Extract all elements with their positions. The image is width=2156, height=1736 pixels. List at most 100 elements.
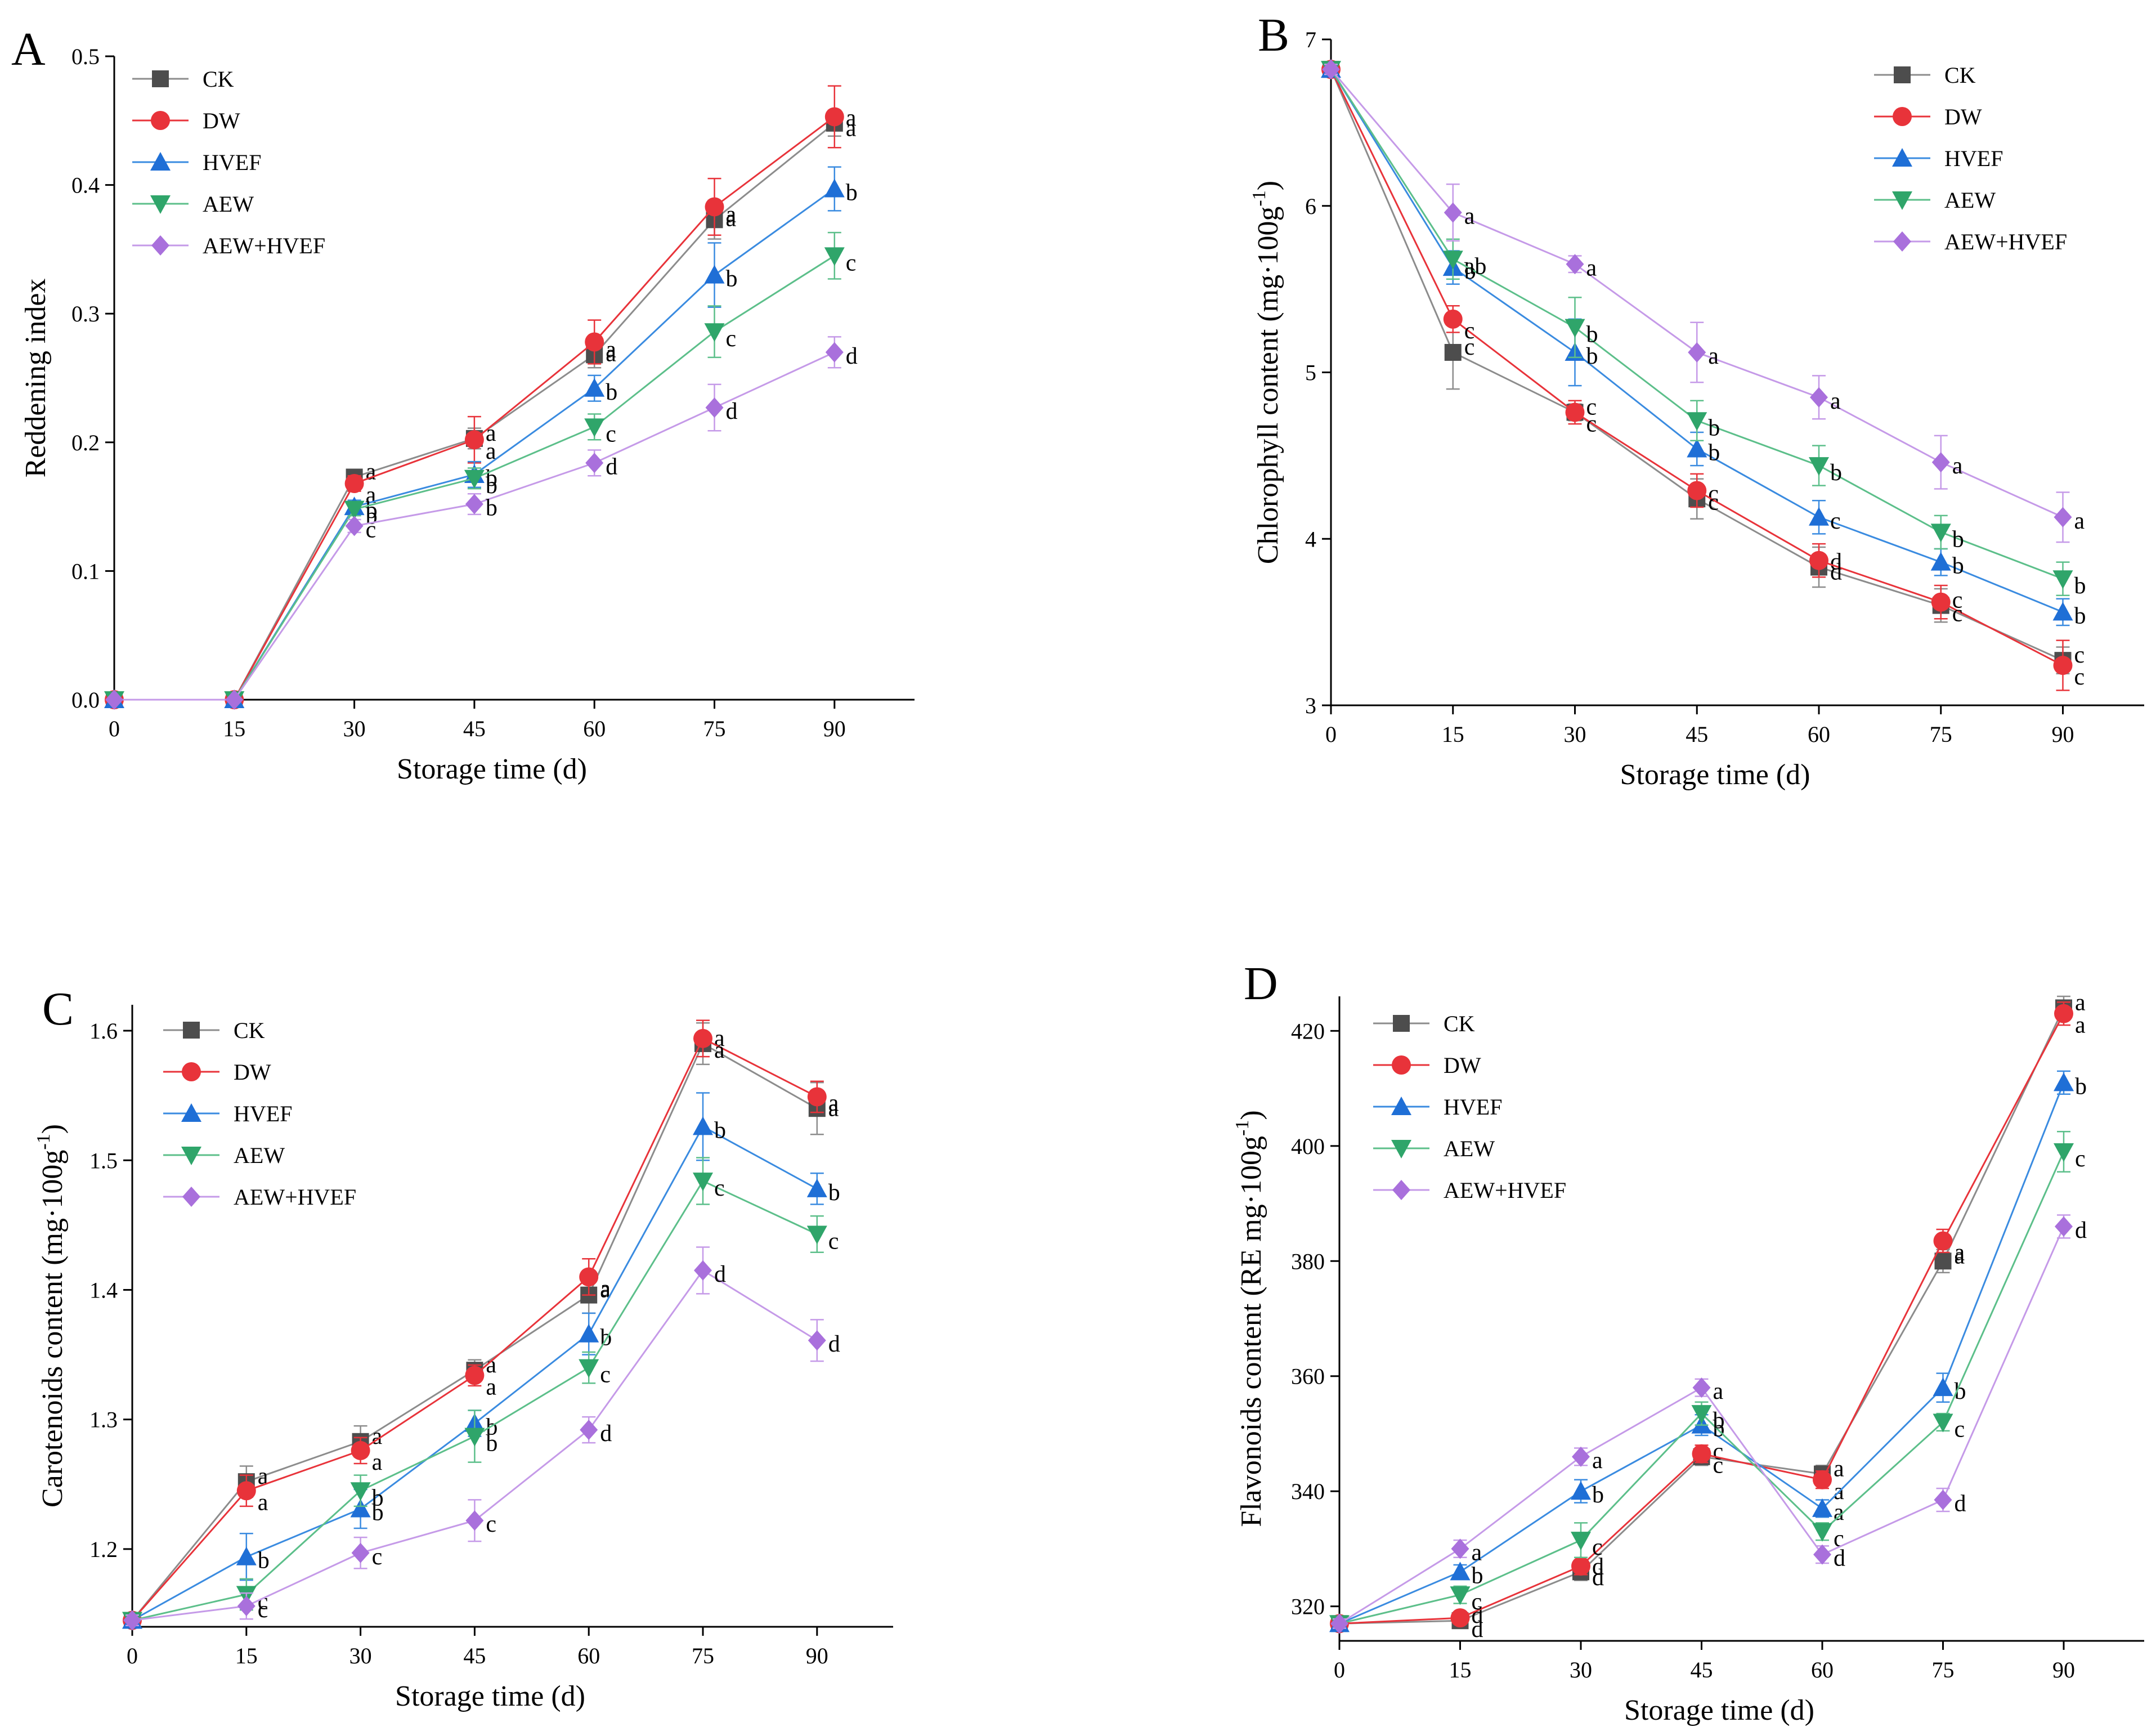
significance-letter: d: [828, 1331, 840, 1357]
legend-label: AEW+HVEF: [203, 233, 325, 258]
significance-letter: c: [1952, 588, 1963, 614]
x-tick-label: 75: [1932, 1657, 1955, 1683]
data-point-aew-plus-hvef: [1931, 452, 1950, 473]
significance-letter: b: [828, 1180, 840, 1206]
significance-letter: b: [1472, 1563, 1483, 1589]
data-point-hvef: [1571, 1481, 1591, 1500]
data-point-aew: [1691, 1405, 1712, 1424]
data-point-aew-plus-hvef: [345, 516, 364, 536]
data-point-dw: [1450, 1608, 1470, 1628]
significance-letter: b: [2075, 1073, 2087, 1099]
legend-label: HVEF: [1944, 146, 2003, 171]
significance-letter: d: [2075, 1218, 2087, 1243]
data-point-aew: [1933, 1413, 1953, 1433]
y-tick-label: 1.3: [89, 1407, 118, 1433]
legend-item-ck: CK: [163, 1018, 265, 1043]
y-axis-title-superscript: -1: [1232, 1120, 1253, 1136]
data-point-dw: [1443, 309, 1463, 329]
data-point-aew-plus-hvef: [2055, 1216, 2073, 1237]
significance-letter: b: [1464, 258, 1476, 284]
data-point-aew: [824, 247, 845, 266]
significance-letter: d: [1830, 549, 1842, 575]
significance-letter: c: [366, 517, 376, 543]
data-point-aew: [693, 1173, 713, 1192]
legend-marker-aew-plus-hvef: [1893, 231, 1911, 252]
y-tick-label: 420: [1291, 1018, 1325, 1044]
legend-label: HVEF: [234, 1101, 292, 1126]
x-tick-label: 45: [463, 1643, 486, 1668]
data-point-dw: [1687, 481, 1707, 500]
significance-letter: a: [606, 337, 616, 363]
significance-letter: a: [714, 1037, 725, 1063]
significance-letter: b: [1586, 343, 1598, 369]
significance-letter: a: [372, 1424, 383, 1449]
data-point-aew-plus-hvef: [585, 453, 604, 473]
data-point-aew-plus-hvef: [808, 1330, 826, 1351]
data-point-aew: [1809, 457, 1829, 476]
legend-marker-dw: [151, 111, 170, 130]
legend: CK DW HVEF AEW AEW+HVEF: [1874, 62, 2067, 254]
legend-marker-aew: [150, 195, 171, 214]
significance-letter: c: [1464, 334, 1475, 360]
significance-letter: b: [372, 1485, 384, 1511]
y-tick-label: 1.2: [89, 1537, 118, 1562]
data-point-dw: [465, 1366, 485, 1385]
legend-item-hvef: HVEF: [132, 150, 261, 175]
axes: 0 15 30 45 60 75 90 0.0 0.1 0.2 0.3 0.4 0.5: [71, 44, 915, 741]
data-point-aew-plus-hvef: [1810, 387, 1828, 408]
legend-marker-dw: [1893, 107, 1912, 126]
legend: CK DW HVEF AEW AEW+HVEF: [163, 1018, 356, 1210]
data-point-dw: [1809, 551, 1828, 570]
legend-label: DW: [1444, 1053, 1481, 1078]
panel-letter: A: [11, 23, 46, 75]
legend-item-aew: AEW: [1373, 1136, 1495, 1161]
significance-letter: ab: [1464, 253, 1487, 279]
data-point-dw: [464, 430, 484, 450]
data-point-aew: [1571, 1532, 1591, 1551]
legend-label: CK: [1944, 62, 1976, 88]
x-tick-label: 45: [1691, 1657, 1713, 1683]
legend-marker-hvef: [181, 1103, 201, 1122]
legend-marker-dw: [1392, 1055, 1411, 1075]
data-point-aew-plus-hvef: [1688, 342, 1706, 363]
y-axis-title-superscript: -1: [1249, 190, 1270, 206]
significance-letter: a: [1586, 255, 1597, 281]
legend-item-dw: DW: [163, 1059, 271, 1085]
data-point-aew: [1565, 319, 1585, 338]
y-tick-label: 360: [1291, 1364, 1325, 1389]
significance-letter: a: [726, 202, 737, 227]
significance-letter: a: [1955, 1243, 1965, 1269]
legend-item-ck: CK: [1874, 62, 1976, 88]
significance-letter: d: [846, 343, 858, 369]
significance-letter: b: [726, 266, 738, 292]
y-axis-title-part: Chlorophyll content (mg·100g: [1252, 207, 1284, 564]
significance-letter: c: [1586, 394, 1597, 420]
data-point-hvef: [236, 1546, 257, 1565]
legend-label: AEW+HVEF: [1444, 1178, 1566, 1203]
data-point-aew-plus-hvef: [1322, 59, 1340, 80]
legend-label: DW: [234, 1059, 271, 1085]
y-tick-label: 1.6: [89, 1018, 118, 1044]
significance-letter: a: [1830, 388, 1841, 414]
x-tick-label: 90: [2052, 1657, 2075, 1683]
data-point-dw: [824, 107, 844, 127]
significance-letter: c: [828, 1228, 839, 1254]
x-tick-label: 90: [806, 1643, 828, 1668]
significance-letter: a: [486, 420, 496, 446]
legend-label: DW: [203, 108, 240, 133]
data-point-aew: [350, 1482, 371, 1501]
significance-letter: d: [1830, 560, 1842, 585]
data-point-hvef: [1933, 1377, 1953, 1397]
significance-letter: c: [1464, 318, 1475, 344]
x-tick-label: 90: [2052, 722, 2074, 747]
y-axis-title-part: ): [37, 1124, 69, 1134]
significance-letter: d: [600, 1421, 612, 1447]
data-point-aew-plus-hvef: [1330, 1613, 1348, 1634]
significance-letter: c: [726, 326, 737, 352]
data-point-dw: [1931, 592, 1951, 612]
y-tick-label: 0.0: [71, 687, 100, 713]
data-point-ck: [1934, 1252, 1952, 1270]
data-point-hvef: [806, 1178, 827, 1197]
significance-letter: a: [600, 1276, 611, 1301]
